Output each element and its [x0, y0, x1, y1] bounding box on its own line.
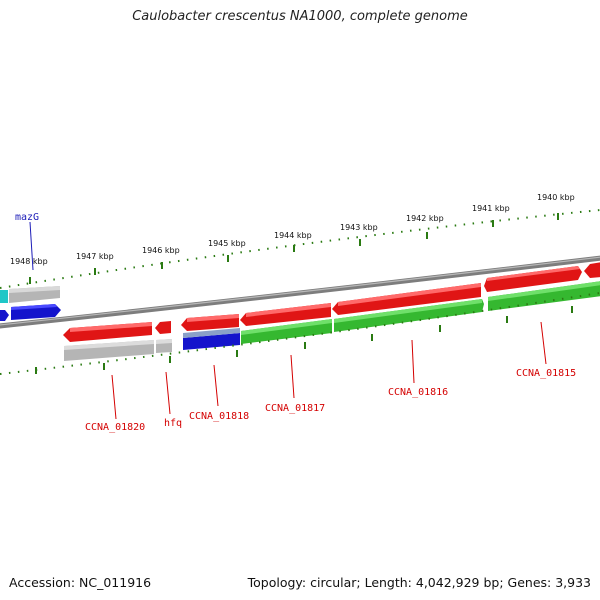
- gene-label-CCNA_01817: CCNA_01817: [265, 403, 325, 414]
- leader-CCNA_01818: [213, 364, 219, 407]
- map-title: Caulobacter crescentus NA1000, complete …: [132, 9, 468, 24]
- ruler-label-1940: 1940 kbp: [537, 193, 575, 202]
- upper-left-features: [0, 286, 61, 321]
- accession-text: Accession: NC_011916: [9, 575, 152, 590]
- gene-label-CCNA_01818: CCNA_01818: [189, 411, 249, 422]
- label-leaders: [29, 221, 547, 420]
- feature-cds-upper-2[interactable]: [584, 262, 600, 278]
- ruler-label-1945: 1945 kbp: [208, 239, 246, 248]
- reverse-cds-features: [63, 283, 481, 342]
- feature-rna-left[interactable]: [0, 310, 9, 321]
- feature-cds-upper-1[interactable]: [484, 266, 582, 292]
- ruler-label-1941: 1941 kbp: [472, 204, 510, 213]
- feature-cds-hfq[interactable]: [155, 321, 171, 334]
- leader-hfq: [165, 371, 171, 415]
- ruler-label-1942: 1942 kbp: [406, 214, 444, 223]
- leader-CCNA_01816: [411, 339, 415, 384]
- ruler-label-1946: 1946 kbp: [142, 246, 180, 255]
- leader-CCNA_01815: [540, 321, 547, 365]
- leader-CCNA_01817: [290, 354, 295, 399]
- leader-CCNA_01820: [111, 374, 117, 420]
- feature-other-cyan[interactable]: [0, 290, 8, 303]
- gene-features: [64, 328, 240, 361]
- gene-label-CCNA_01815: CCNA_01815: [516, 368, 576, 379]
- feature-rna-CCNA_01818[interactable]: [183, 333, 240, 350]
- outer-ruler-major-ticks: [29, 213, 559, 284]
- gene-label-hfq: hfq: [164, 418, 182, 429]
- inner-ruler: [0, 292, 600, 375]
- gene-label-CCNA_01820: CCNA_01820: [85, 422, 145, 433]
- ruler-label-1943: 1943 kbp: [340, 223, 378, 232]
- leader-mazG: [29, 221, 34, 271]
- genome-stats-text: Topology: circular; Length: 4,042,929 bp…: [247, 575, 591, 590]
- ruler-label-1944: 1944 kbp: [274, 231, 312, 240]
- ruler-label-1947: 1947 kbp: [76, 252, 114, 261]
- forward-strand-features: [484, 262, 600, 292]
- reverse-strand-green-features: [241, 281, 600, 344]
- gene-label-CCNA_01816: CCNA_01816: [388, 387, 448, 398]
- ruler-label-1948: 1948 kbp: [10, 257, 48, 266]
- genome-backbone: [0, 255, 600, 329]
- outer-ruler: 1948 kbp 1947 kbp 1946 kbp 1945 kbp 1944…: [0, 193, 600, 289]
- gene-label-mazG: mazG: [15, 212, 39, 223]
